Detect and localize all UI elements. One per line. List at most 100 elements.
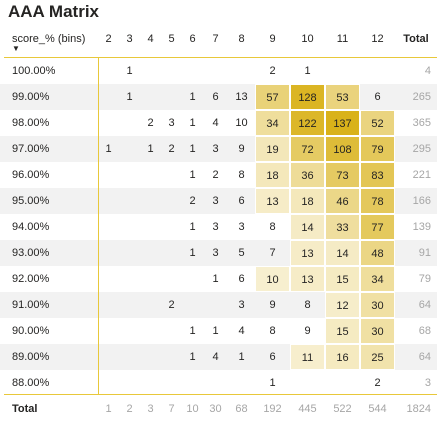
matrix-cell[interactable] — [360, 58, 395, 84]
matrix-cell[interactable]: 1 — [189, 247, 196, 259]
matrix-cell[interactable]: 122 — [290, 110, 325, 136]
matrix-cell[interactable] — [182, 266, 203, 292]
matrix-cell[interactable] — [119, 188, 140, 214]
matrix-cell[interactable] — [140, 292, 161, 318]
row-header[interactable]: 94.00% — [12, 221, 50, 233]
matrix-cell[interactable]: 46 — [325, 188, 360, 214]
matrix-cell[interactable] — [98, 292, 119, 318]
row-total[interactable]: 166 — [412, 195, 431, 207]
matrix-cell[interactable] — [228, 58, 255, 84]
column-total[interactable]: 1 — [105, 403, 112, 415]
matrix-cell[interactable] — [119, 162, 140, 188]
matrix-cell[interactable]: 2 — [147, 117, 154, 129]
column-total[interactable]: 30 — [209, 403, 222, 415]
column-header[interactable]: 6 — [189, 33, 196, 45]
row-total[interactable]: 265 — [412, 91, 431, 103]
matrix-cell[interactable]: 34 — [255, 110, 290, 136]
matrix-cell[interactable]: 8 — [304, 299, 311, 311]
matrix-cell[interactable]: 13 — [255, 188, 290, 214]
matrix-cell[interactable]: 3 — [238, 299, 245, 311]
row-total[interactable]: 3 — [424, 377, 431, 389]
matrix-cell[interactable]: 1 — [147, 143, 154, 155]
matrix-cell[interactable] — [140, 266, 161, 292]
matrix-cell[interactable] — [98, 214, 119, 240]
matrix-cell[interactable]: 1 — [212, 273, 219, 285]
column-header[interactable]: 10 — [301, 33, 314, 45]
matrix-cell[interactable]: 15 — [325, 318, 360, 344]
matrix-cell[interactable] — [98, 84, 119, 110]
matrix-cell[interactable] — [119, 136, 140, 162]
matrix-cell[interactable] — [325, 58, 360, 84]
matrix-cell[interactable]: 25 — [360, 344, 395, 370]
matrix-cell[interactable] — [98, 240, 119, 266]
matrix-cell[interactable]: 2 — [168, 143, 175, 155]
matrix-cell[interactable]: 4 — [212, 117, 219, 129]
matrix-cell[interactable] — [161, 240, 182, 266]
matrix-cell[interactable]: 128 — [290, 84, 325, 110]
matrix-cell[interactable]: 13 — [290, 266, 325, 292]
row-total[interactable]: 91 — [418, 247, 431, 259]
matrix-cell[interactable]: 7 — [269, 247, 276, 259]
matrix-cell[interactable]: 1 — [189, 351, 196, 363]
matrix-cell[interactable]: 30 — [360, 318, 395, 344]
matrix-cell[interactable]: 108 — [325, 136, 360, 162]
matrix-cell[interactable]: 18 — [255, 162, 290, 188]
matrix-cell[interactable] — [119, 344, 140, 370]
column-total[interactable]: 192 — [263, 403, 282, 415]
row-header[interactable]: 92.00% — [12, 273, 50, 285]
matrix-cell[interactable] — [161, 318, 182, 344]
matrix-cell[interactable]: 1 — [189, 325, 196, 337]
matrix-cell[interactable]: 3 — [168, 117, 175, 129]
column-header[interactable]: 7 — [212, 33, 219, 45]
matrix-cell[interactable]: 3 — [212, 195, 219, 207]
matrix-cell[interactable] — [140, 344, 161, 370]
matrix-cell[interactable] — [203, 292, 228, 318]
row-header[interactable]: 96.00% — [12, 169, 50, 181]
matrix-cell[interactable]: 6 — [374, 91, 381, 103]
matrix-cell[interactable]: 6 — [269, 351, 276, 363]
column-header[interactable]: 3 — [126, 33, 133, 45]
column-total[interactable]: 68 — [235, 403, 248, 415]
matrix-cell[interactable]: 15 — [325, 266, 360, 292]
column-header-total[interactable]: Total — [403, 33, 429, 45]
column-header[interactable]: 11 — [336, 33, 349, 45]
matrix-cell[interactable] — [161, 58, 182, 84]
row-header[interactable]: 89.00% — [12, 351, 50, 363]
matrix-cell[interactable]: 3 — [212, 247, 219, 259]
matrix-cell[interactable]: 2 — [269, 65, 276, 77]
matrix-cell[interactable] — [203, 58, 228, 84]
matrix-cell[interactable]: 8 — [238, 169, 245, 181]
matrix-cell[interactable]: 9 — [238, 143, 245, 155]
matrix-cell[interactable]: 16 — [325, 344, 360, 370]
matrix-cell[interactable]: 78 — [360, 188, 395, 214]
matrix-cell[interactable] — [140, 188, 161, 214]
matrix-cell[interactable] — [140, 370, 161, 396]
matrix-cell[interactable]: 5 — [238, 247, 245, 259]
grand-total[interactable]: 1824 — [406, 403, 431, 415]
matrix-cell[interactable]: 48 — [360, 240, 395, 266]
matrix-cell[interactable]: 6 — [238, 273, 245, 285]
matrix-cell[interactable] — [119, 240, 140, 266]
matrix-cell[interactable]: 1 — [126, 65, 133, 77]
matrix-cell[interactable]: 36 — [290, 162, 325, 188]
matrix-cell[interactable] — [161, 370, 182, 396]
row-total[interactable]: 64 — [418, 299, 431, 311]
row-total[interactable]: 295 — [412, 143, 431, 155]
matrix-cell[interactable]: 1 — [189, 221, 196, 233]
matrix-cell[interactable] — [228, 370, 255, 396]
matrix-cell[interactable]: 4 — [238, 325, 245, 337]
matrix-cell[interactable]: 9 — [304, 325, 311, 337]
matrix-cell[interactable] — [98, 370, 119, 396]
matrix-cell[interactable]: 1 — [189, 91, 196, 103]
matrix-cell[interactable]: 6 — [238, 195, 245, 207]
matrix-cell[interactable] — [119, 266, 140, 292]
matrix-cell[interactable] — [161, 214, 182, 240]
matrix-cell[interactable] — [140, 318, 161, 344]
matrix-cell[interactable]: 18 — [290, 188, 325, 214]
matrix-cell[interactable] — [290, 370, 325, 396]
matrix-cell[interactable]: 8 — [269, 221, 276, 233]
matrix-cell[interactable]: 1 — [189, 143, 196, 155]
column-total[interactable]: 445 — [298, 403, 317, 415]
matrix-cell[interactable]: 10 — [235, 117, 248, 129]
matrix-cell[interactable]: 4 — [212, 351, 219, 363]
